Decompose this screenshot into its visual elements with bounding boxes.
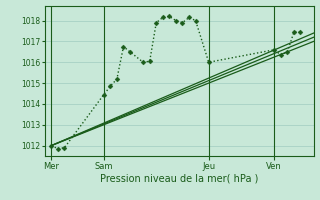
X-axis label: Pression niveau de la mer( hPa ): Pression niveau de la mer( hPa ): [100, 173, 258, 183]
